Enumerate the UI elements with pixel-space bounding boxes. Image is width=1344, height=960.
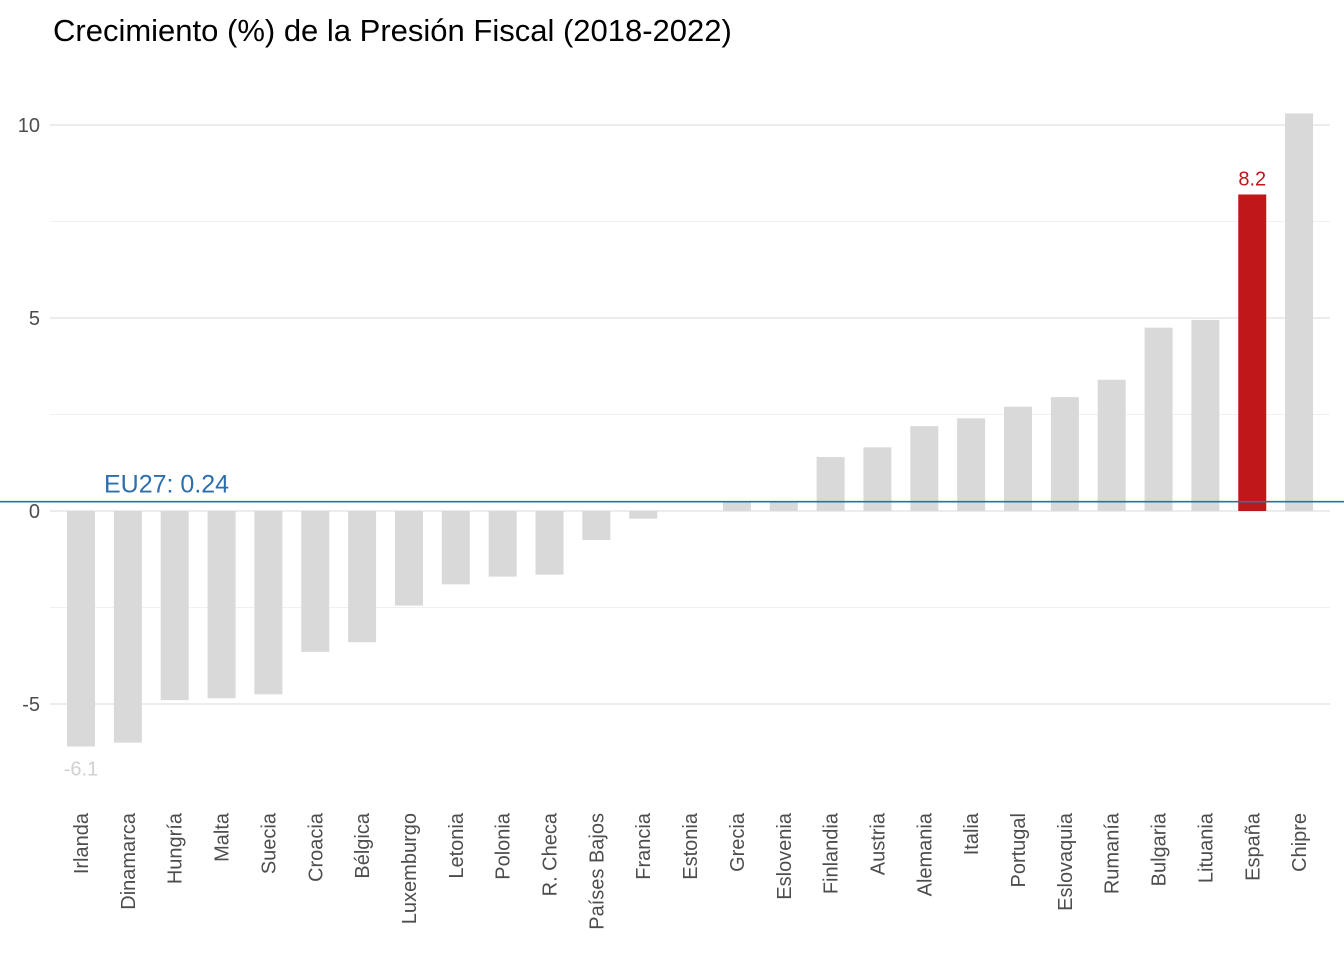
x-tick-label: Luxemburgo	[399, 813, 421, 924]
x-tick-label: Croacia	[305, 812, 327, 882]
bar-eslovenia	[769, 501, 798, 511]
x-tick-label: Bélgica	[352, 812, 374, 878]
bar-polonia	[488, 511, 517, 577]
x-tick-label: Grecia	[727, 812, 749, 872]
bar-malta	[207, 511, 236, 699]
x-tick-label: Malta	[212, 812, 234, 862]
bar-luxemburgo	[394, 511, 423, 606]
x-tick-label: Finlandia	[821, 812, 843, 894]
x-tick-label: Italia	[961, 812, 983, 855]
x-tick-label: Dinamarca	[118, 812, 140, 910]
bar-croacia	[301, 511, 330, 652]
bar-dinamarca	[113, 511, 142, 743]
x-axis: Irlanda Dinamarca Hungría Malta Suecia Croaci…	[71, 812, 1311, 930]
x-tick-label: Letonia	[446, 812, 468, 878]
x-tick-label: R. Checa	[540, 812, 562, 896]
x-tick-label: Eslovenia	[774, 812, 796, 900]
x-tick-label: Polonia	[493, 812, 515, 880]
y-axis: -5 0 5 10	[18, 115, 40, 716]
x-tick-label: Estonia	[680, 812, 702, 880]
bar-grecia	[722, 501, 751, 511]
reference-line-group: EU27: 0.24	[0, 471, 1344, 503]
bar-hungría	[160, 511, 189, 701]
min-value-label: -6.1	[64, 758, 98, 780]
bar-suecia	[254, 511, 283, 695]
chart-title: Crecimiento (%) de la Presión Fiscal (20…	[53, 13, 732, 48]
x-tick-label: Austria	[867, 812, 889, 875]
y-tick-label: 0	[29, 501, 40, 523]
bar-chipre	[1285, 113, 1314, 512]
x-tick-label: Irlanda	[71, 812, 93, 874]
x-tick-label: Lituania	[1195, 812, 1217, 883]
x-tick-label: Hungría	[165, 812, 187, 884]
gridlines	[50, 124, 1330, 705]
x-tick-label: Países Bajos	[586, 813, 608, 930]
bar-lituania	[1191, 319, 1220, 511]
bar-austria	[863, 447, 892, 511]
y-tick-label: -5	[22, 694, 40, 716]
y-tick-label: 5	[29, 308, 40, 330]
x-tick-label: Suecia	[258, 812, 280, 874]
x-tick-label: Bulgaria	[1149, 812, 1171, 886]
bar-portugal	[1004, 406, 1032, 511]
bar-bélgica	[348, 511, 377, 643]
bar-irlanda	[67, 511, 95, 747]
x-tick-label: España	[1242, 812, 1264, 881]
bars	[67, 113, 1314, 747]
reference-line-label: EU27: 0.24	[104, 471, 229, 499]
bar-eslovaquia	[1050, 397, 1079, 511]
x-tick-label: Rumanía	[1102, 812, 1124, 894]
data-labels: 8.2 -6.1	[64, 168, 1266, 780]
bar-letonia	[441, 511, 470, 585]
highlight-value-label: 8.2	[1238, 168, 1266, 190]
x-tick-label: Portugal	[1008, 813, 1030, 888]
bar-rumanía	[1097, 379, 1126, 511]
x-tick-label: Chipre	[1289, 813, 1311, 872]
y-tick-label: 10	[18, 115, 40, 137]
bar-alemania	[910, 426, 939, 511]
bar-bulgaria	[1144, 327, 1173, 511]
bar-francia	[629, 511, 658, 519]
bar-países-bajos	[582, 511, 611, 540]
bar-españa	[1238, 194, 1267, 512]
x-tick-label: Eslovaquia	[1055, 812, 1077, 911]
bar-r-checa	[535, 511, 564, 575]
x-tick-label: Alemania	[914, 812, 936, 896]
bar-italia	[957, 418, 986, 511]
bar-finlandia	[816, 456, 845, 511]
x-tick-label: Francia	[633, 812, 655, 880]
